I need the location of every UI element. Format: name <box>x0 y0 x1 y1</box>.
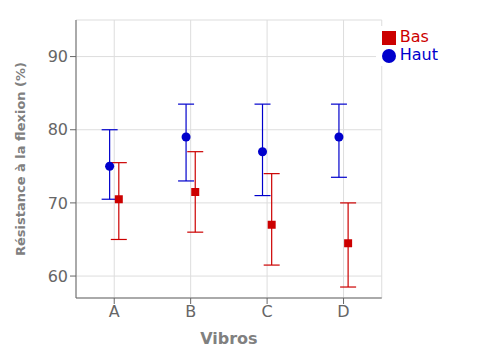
svg-text:Résistance à la flexion (%): Résistance à la flexion (%) <box>13 62 28 256</box>
svg-text:B: B <box>185 302 196 321</box>
svg-text:A: A <box>109 302 120 321</box>
svg-text:Vibros: Vibros <box>200 329 257 348</box>
svg-text:D: D <box>337 302 349 321</box>
html-text:Bas: Bas <box>399 27 429 46</box>
svg-text:90: 90 <box>48 47 68 66</box>
svg-text:70: 70 <box>48 194 68 213</box>
svg-text:80: 80 <box>48 120 68 139</box>
svg-text:60: 60 <box>48 267 68 286</box>
svg-text:C: C <box>262 302 273 321</box>
html-text:Haut: Haut <box>399 45 438 64</box>
